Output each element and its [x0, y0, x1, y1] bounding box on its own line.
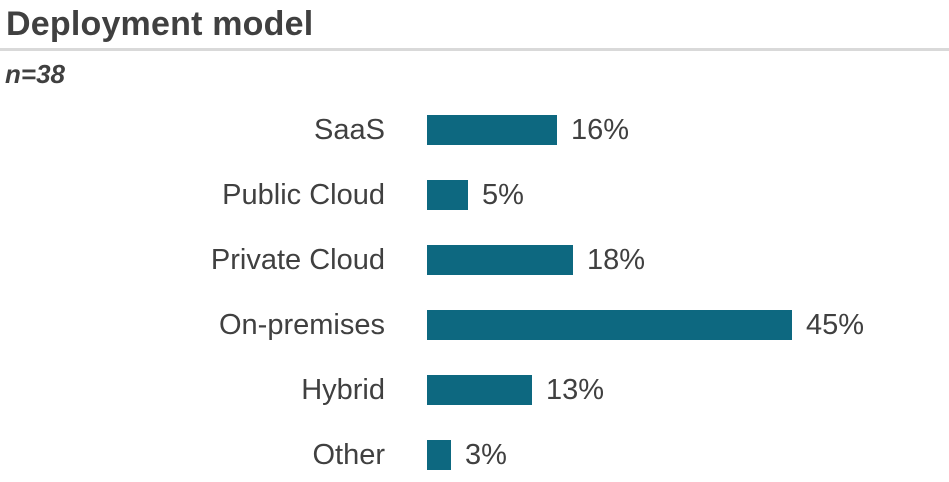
value-label: 16% — [571, 113, 630, 146]
bar — [427, 244, 573, 275]
bar — [427, 374, 532, 405]
category-label: SaaS — [314, 113, 385, 146]
chart-row: Public Cloud 5% — [0, 162, 949, 227]
category-label: On-premises — [219, 308, 385, 341]
bar — [427, 114, 557, 145]
value-label: 3% — [465, 438, 507, 471]
bar — [427, 439, 451, 470]
bar — [427, 179, 468, 210]
chart-row: Private Cloud 18% — [0, 227, 949, 292]
sample-size-label: n=38 — [5, 59, 65, 89]
chart-row: SaaS 16% — [0, 97, 949, 162]
value-label: 5% — [482, 178, 524, 211]
value-label: 18% — [587, 243, 646, 276]
chart-title: Deployment model — [0, 0, 949, 51]
chart-row: On-premises 45% — [0, 292, 949, 357]
value-label: 13% — [546, 373, 605, 406]
value-label: 45% — [806, 308, 865, 341]
category-label: Hybrid — [301, 373, 385, 406]
chart-row: Other 3% — [0, 422, 949, 482]
category-label: Public Cloud — [222, 178, 385, 211]
chart-row: Hybrid 13% — [0, 357, 949, 422]
bar — [427, 309, 792, 340]
chart-rows: SaaS 16% Public Cloud 5% Private Cloud 1… — [0, 97, 949, 482]
category-label: Other — [312, 438, 385, 471]
category-label: Private Cloud — [210, 243, 385, 276]
